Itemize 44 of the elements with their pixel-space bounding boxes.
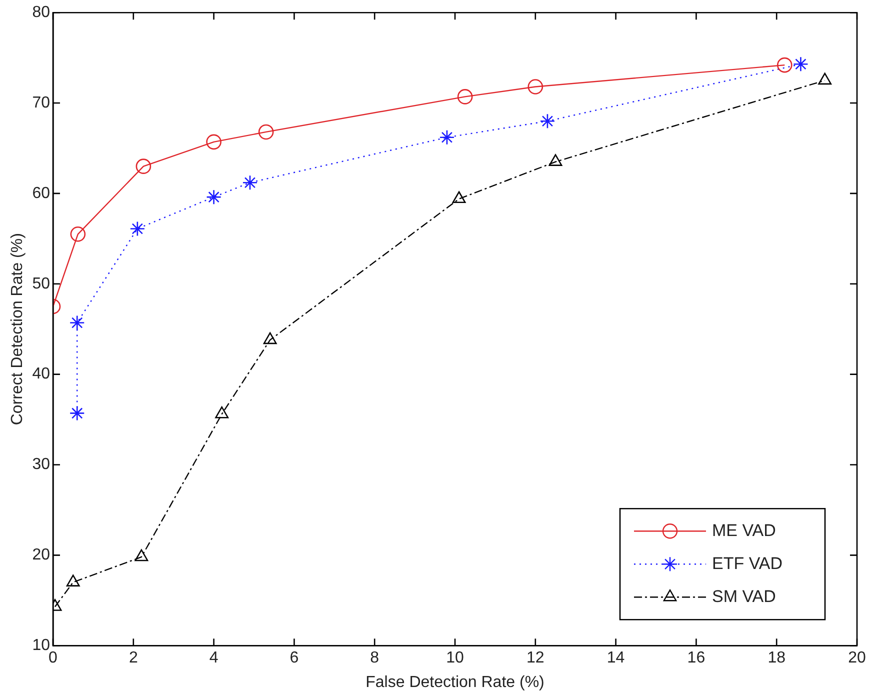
point	[439, 130, 455, 146]
legend-label: SM VAD	[712, 586, 776, 606]
point	[69, 406, 85, 421]
x-tick-label: 16	[687, 650, 706, 667]
point	[66, 574, 80, 586]
point	[528, 79, 544, 94]
point	[540, 113, 556, 129]
x-tick-label: 18	[768, 650, 786, 667]
point	[136, 158, 152, 174]
y-tick-label: 70	[32, 94, 50, 112]
x-tick-label: 14	[606, 650, 625, 667]
point	[70, 226, 86, 242]
x-tick-label: 6	[290, 650, 299, 667]
x-tick-label: 12	[526, 650, 544, 667]
point	[134, 549, 148, 562]
legend-label: ME VAD	[712, 520, 776, 540]
point	[130, 221, 146, 236]
y-axis-title: Correct Detection Rate (%)	[9, 233, 26, 426]
x-tick-label: 10	[446, 650, 464, 667]
point	[242, 174, 258, 190]
point	[457, 89, 473, 104]
x-tick-label: 2	[128, 650, 138, 667]
point	[776, 57, 792, 73]
x-tick-label: 20	[848, 650, 866, 667]
point	[206, 189, 222, 205]
legend-label: ETF VAD	[712, 554, 783, 573]
point	[258, 124, 274, 140]
y-tick-label: 40	[32, 366, 50, 383]
y-tick-label: 10	[32, 637, 50, 654]
y-tick-label: 80	[32, 4, 50, 22]
point	[263, 332, 277, 344]
point	[69, 315, 85, 330]
y-tick-label: 50	[32, 275, 50, 292]
point	[215, 406, 229, 418]
x-tick-label: 0	[48, 650, 58, 667]
point	[793, 56, 808, 72]
point	[206, 134, 222, 150]
y-tick-label: 20	[32, 546, 50, 564]
y-tick-label: 60	[32, 184, 50, 202]
x-axis-title: False Detection Rate (%)	[366, 674, 544, 691]
x-tick-label: 4	[209, 650, 218, 667]
point	[452, 191, 466, 204]
y-tick-label: 30	[32, 456, 50, 474]
x-tick-label: 8	[370, 650, 380, 667]
